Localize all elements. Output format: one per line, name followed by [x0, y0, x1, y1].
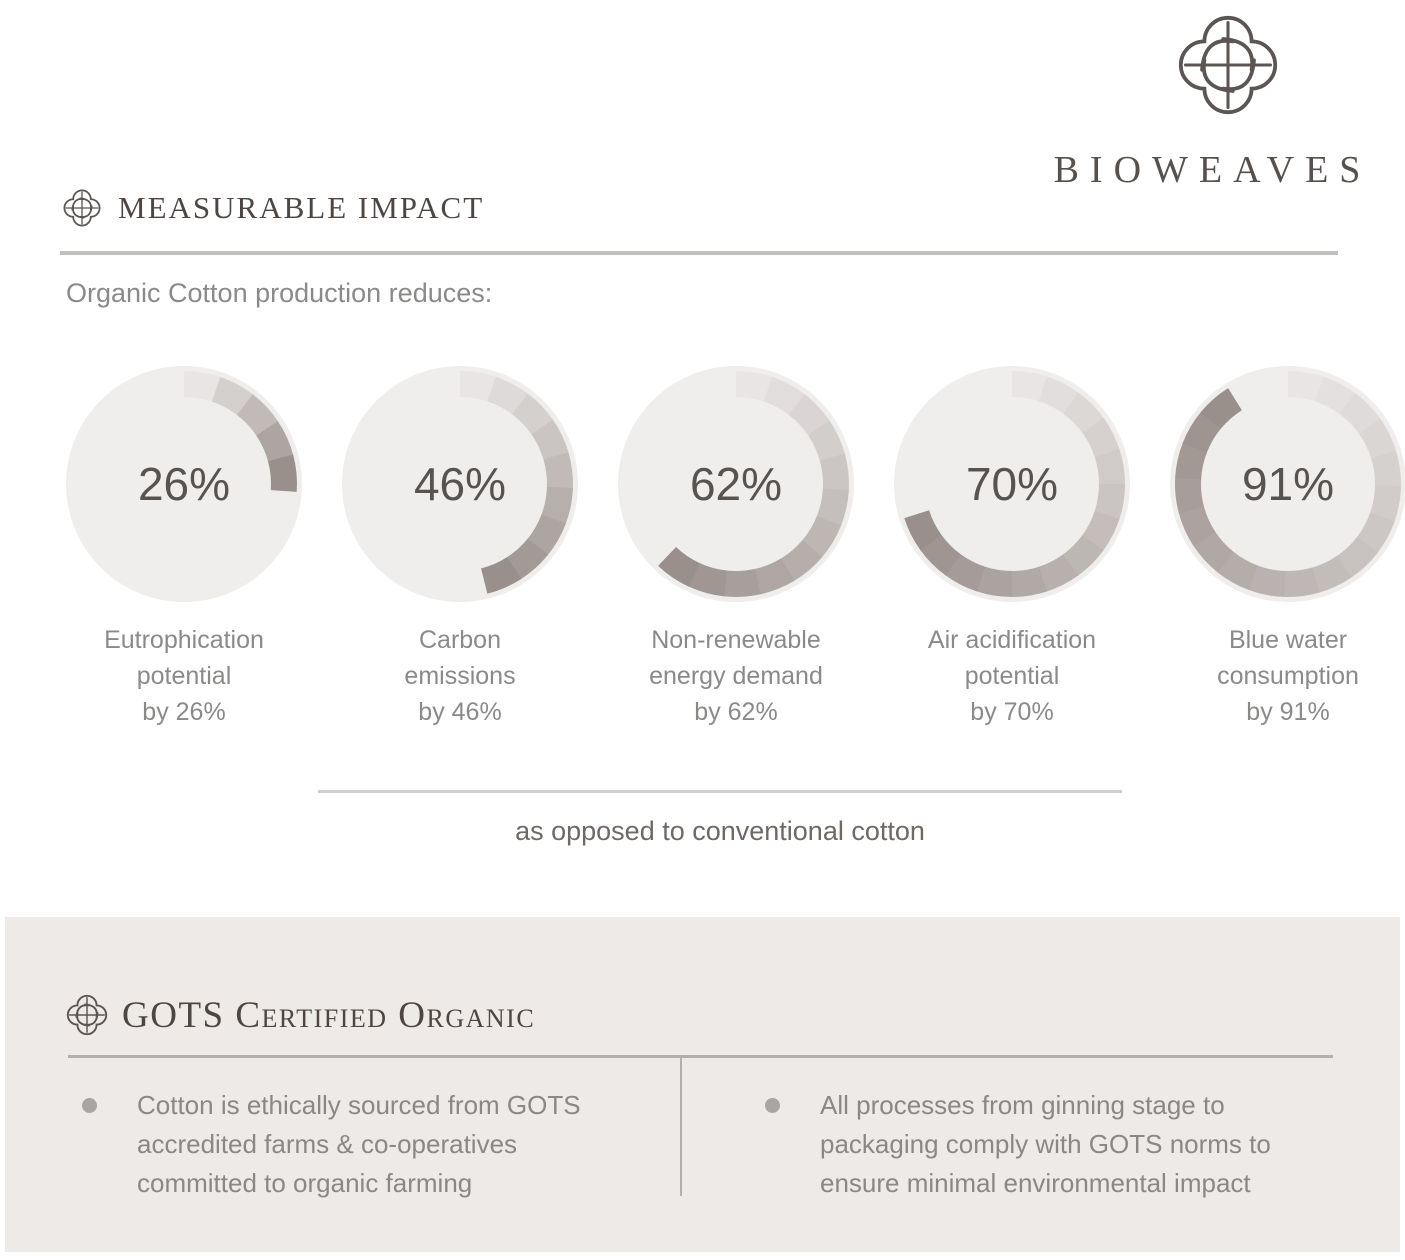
bullet-dot-icon [765, 1098, 780, 1113]
gauge-percent-label: 70% [965, 458, 1059, 510]
gauges-row: 26% Eutrophication potential by 26% 46% … [66, 366, 1405, 726]
gauge-air-acidification: 70% Air acidification potential by 70% [894, 366, 1130, 726]
progress-ring [618, 366, 854, 602]
ornament-icon [63, 189, 101, 227]
gauge-carbon-emissions: 46% Carbon emissions by 46% [342, 366, 578, 726]
gauge-energy-demand: 62% Non-renewable energy demand by 62% [618, 366, 854, 726]
section-title-measurable-impact: MEASURABLE IMPACT [118, 190, 485, 225]
bullet-sourcing: Cotton is ethically sourced from GOTS ac… [82, 1086, 642, 1203]
progress-ring [1170, 366, 1405, 602]
progress-ring [66, 366, 302, 602]
gauge-caption: Blue water consumption by 91% [1217, 626, 1359, 726]
bioweaves-logo-icon [1178, 15, 1278, 115]
gots-panel [5, 917, 1400, 1252]
ornament-icon [66, 994, 108, 1036]
gauge-caption: Non-renewable energy demand by 62% [649, 626, 823, 726]
progress-ring [342, 366, 578, 602]
gauge-percent-label: 62% [689, 458, 783, 510]
brand-wordmark: BIOWEAVES [1053, 149, 1372, 191]
gauge-caption: Eutrophication potential by 26% [104, 626, 264, 726]
divider-line [318, 790, 1122, 793]
gauge-blue-water: 91% Blue water consumption by 91% [1170, 366, 1405, 726]
bullet-dot-icon [82, 1098, 97, 1113]
progress-ring [894, 366, 1130, 602]
section-title-gots-certified: GOTS Certified Organic [122, 995, 536, 1036]
gauge-percent-label: 46% [413, 458, 507, 510]
gauge-caption: Air acidification potential by 70% [927, 626, 1097, 726]
bullet-processes: All processes from ginning stage to pack… [765, 1086, 1365, 1203]
gauge-percent-label: 26% [137, 458, 231, 510]
divider-line [60, 251, 1338, 255]
gots-bullets: Cotton is ethically sourced from GOTS ac… [0, 1086, 1405, 1203]
divider-line [68, 1055, 1333, 1058]
gauge-percent-label: 91% [1241, 458, 1335, 510]
impact-subtitle: Organic Cotton production reduces: [66, 278, 493, 308]
comparison-footnote: as opposed to conventional cotton [515, 816, 925, 846]
gauge-caption: Carbon emissions by 46% [404, 626, 516, 726]
gauge-eutrophication: 26% Eutrophication potential by 26% [66, 366, 302, 726]
column-divider [680, 1058, 682, 1196]
